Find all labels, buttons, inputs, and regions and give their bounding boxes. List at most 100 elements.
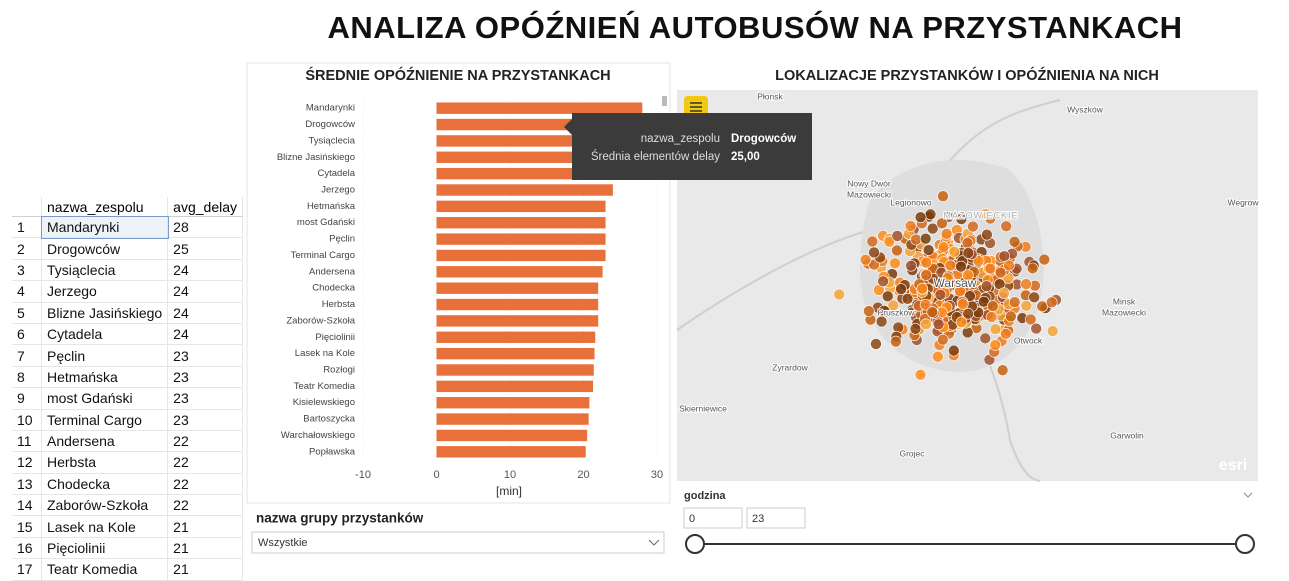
scrollbar[interactable] bbox=[662, 96, 667, 106]
bar[interactable] bbox=[436, 249, 606, 262]
table-cell: 22 bbox=[167, 494, 243, 517]
table-cell: Lasek na Kole bbox=[41, 515, 169, 538]
slider-handle[interactable] bbox=[685, 534, 705, 554]
table-cell: Drogowców bbox=[41, 237, 169, 260]
table-row[interactable]: 9 most Gdański 23 bbox=[12, 387, 243, 410]
bar[interactable] bbox=[436, 151, 613, 163]
table-cell: 13 bbox=[12, 473, 42, 496]
table-cell: Herbsta bbox=[41, 451, 169, 474]
map-marker bbox=[979, 208, 992, 220]
table-row[interactable]: 1 Mandarynki 28 bbox=[12, 215, 243, 239]
map-place-label: Wegrow bbox=[1227, 197, 1259, 207]
bar[interactable] bbox=[436, 347, 595, 360]
column-header[interactable]: nazwa_zespolu bbox=[41, 197, 169, 217]
table-row[interactable]: 7 Pęclin 23 bbox=[12, 344, 243, 367]
table-row[interactable]: 12 Herbsta 22 bbox=[12, 451, 243, 474]
y-tick-label: Teatr Komedia bbox=[294, 381, 356, 392]
map-marker bbox=[948, 344, 960, 357]
column-header[interactable]: avg_delay bbox=[167, 197, 243, 217]
map-marker bbox=[1008, 296, 1021, 308]
map-place-label: Mazowiecki bbox=[1102, 307, 1146, 317]
bar[interactable] bbox=[436, 446, 586, 458]
map-marker bbox=[914, 211, 927, 224]
map-marker bbox=[904, 220, 917, 232]
table-row[interactable]: 10 Terminal Cargo 23 bbox=[12, 409, 243, 431]
table-row[interactable]: 5 Blizne Jasińskiego 24 bbox=[12, 302, 243, 324]
slider-input[interactable] bbox=[683, 507, 743, 529]
table-row[interactable]: 4 Jerzego 24 bbox=[12, 280, 243, 303]
chevron bbox=[648, 539, 660, 546]
map-place-label: Minsk bbox=[1113, 296, 1136, 306]
map-marker bbox=[1030, 322, 1043, 335]
chart-title: ŚREDNIE OPÓŹNIENIE NA PRZYSTANKACH bbox=[305, 66, 610, 84]
map-marker bbox=[920, 256, 933, 269]
table-cell: 23 bbox=[167, 409, 243, 431]
map-marker bbox=[887, 299, 900, 312]
dropdown[interactable] bbox=[251, 531, 665, 554]
table-row[interactable]: 11 Andersena 22 bbox=[12, 430, 243, 453]
map-marker bbox=[941, 272, 954, 284]
map-marker bbox=[979, 332, 992, 345]
map-marker bbox=[996, 364, 1009, 377]
bar[interactable] bbox=[436, 331, 596, 343]
map-place-label: Otwock bbox=[1014, 335, 1043, 345]
table-cell: Andersena bbox=[41, 430, 169, 453]
table-cell: 22 bbox=[167, 451, 243, 474]
map-marker bbox=[877, 275, 889, 288]
bar[interactable] bbox=[436, 397, 590, 409]
table-cell: 28 bbox=[167, 216, 243, 239]
bar[interactable] bbox=[436, 380, 594, 393]
map-place-label: Zyrardow bbox=[772, 362, 808, 372]
table-cell: 14 bbox=[12, 494, 42, 517]
bar[interactable] bbox=[436, 118, 621, 131]
bar[interactable] bbox=[436, 233, 606, 245]
bar[interactable] bbox=[436, 266, 603, 278]
bar[interactable] bbox=[436, 298, 599, 311]
map-marker bbox=[962, 269, 974, 281]
table-row[interactable]: 15 Lasek na Kole 21 bbox=[12, 515, 243, 538]
bar[interactable] bbox=[436, 217, 606, 229]
tooltip-pointer bbox=[564, 119, 572, 135]
table-row[interactable]: 3 Tysiąclecia 24 bbox=[12, 259, 243, 282]
bar[interactable] bbox=[436, 364, 594, 376]
bar[interactable] bbox=[436, 200, 606, 213]
bar[interactable] bbox=[436, 413, 589, 425]
table-cell: 22 bbox=[167, 430, 243, 453]
table-cell: 1 bbox=[12, 216, 42, 239]
table-row[interactable]: 13 Chodecka 22 bbox=[12, 473, 243, 496]
map-marker bbox=[962, 307, 974, 320]
table-cell: 6 bbox=[12, 323, 42, 346]
bar[interactable] bbox=[436, 167, 613, 180]
bar[interactable] bbox=[436, 315, 599, 327]
table-row[interactable]: 16 Pięciolinii 21 bbox=[12, 537, 243, 560]
map-marker bbox=[919, 298, 932, 311]
y-tick-label: Pęclin bbox=[329, 234, 355, 245]
table-row[interactable]: 14 Zaborów-Szkoła 22 bbox=[12, 494, 243, 517]
map-marker bbox=[957, 298, 969, 310]
table-row[interactable]: 6 Cytadela 24 bbox=[12, 323, 243, 346]
slider-input[interactable] bbox=[746, 507, 806, 529]
table-cell: Cytadela bbox=[41, 323, 169, 346]
slider-handle[interactable] bbox=[1235, 534, 1255, 554]
map-marker bbox=[944, 259, 957, 272]
table-cell: 4 bbox=[12, 280, 42, 303]
bar[interactable] bbox=[436, 184, 613, 196]
table-cell: 24 bbox=[167, 280, 243, 303]
slider-to: 23 bbox=[752, 513, 764, 525]
table-row[interactable]: 8 Hetmańska 23 bbox=[12, 366, 243, 389]
table-cell: Tysiąclecia bbox=[41, 259, 169, 282]
data-table: nazwa_zespolu avg_delay 1 Mandarynki 28 2 Dro… bbox=[12, 197, 243, 581]
table-row[interactable]: 2 Drogowców 25 bbox=[12, 237, 243, 260]
bar[interactable] bbox=[436, 102, 643, 114]
y-tick-label: Jerzego bbox=[321, 185, 355, 196]
bar[interactable] bbox=[436, 135, 613, 147]
map-marker bbox=[863, 305, 875, 317]
map-marker bbox=[937, 190, 949, 202]
bar[interactable] bbox=[436, 282, 599, 294]
y-tick-label: Zaborów-Szkoła bbox=[286, 315, 355, 326]
chevron[interactable] bbox=[1243, 492, 1253, 498]
table-cell: Pęclin bbox=[41, 344, 169, 367]
bar[interactable] bbox=[436, 429, 588, 442]
map-marker bbox=[905, 259, 917, 272]
slider-from: 0 bbox=[689, 513, 695, 525]
